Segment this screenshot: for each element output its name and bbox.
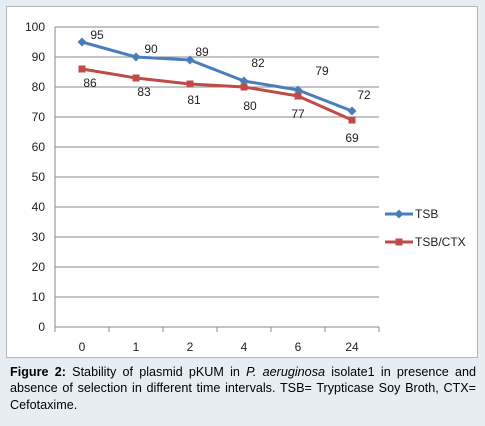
point-tsb-ctx-1	[132, 74, 140, 82]
point-tsb-24	[347, 106, 357, 116]
legend-marker-tsb	[394, 209, 404, 219]
figure-caption: Figure 2: Stability of plasmid pKUM in P…	[10, 364, 476, 413]
x-tick-label-4: 4	[241, 340, 248, 354]
point-tsb-0	[77, 37, 87, 47]
data-label-tsb-0: 95	[90, 28, 104, 42]
caption-text-1: Stability of plasmid pKUM in	[65, 365, 247, 379]
point-tsb-ctx-6	[294, 92, 302, 100]
point-tsb-1	[131, 52, 141, 62]
caption-label: Figure 2:	[10, 365, 66, 379]
data-label-tsb-1: 90	[144, 42, 158, 56]
x-tick-label-1: 1	[133, 340, 140, 354]
point-tsb-ctx-2	[186, 80, 194, 88]
y-tick-label-10: 10	[32, 290, 46, 304]
y-tick-label-0: 0	[38, 320, 45, 334]
y-tick-label-20: 20	[32, 260, 46, 274]
data-label-tsb-ctx-24: 69	[345, 131, 359, 145]
caption-text-2: isolate1 in presence and absence of sele…	[10, 365, 476, 412]
y-tick-label-50: 50	[32, 170, 46, 184]
data-label-tsb-4: 82	[251, 56, 265, 70]
y-tick-label-70: 70	[32, 110, 46, 124]
x-tick-label-2: 2	[187, 340, 194, 354]
legend-label-tsb-ctx: TSB/CTX	[415, 235, 466, 249]
point-tsb-ctx-4	[240, 83, 248, 91]
series-line-tsb-ctx	[81, 67, 353, 122]
legend-label-tsb: TSB	[415, 207, 438, 221]
x-tick-label-24: 24	[345, 340, 359, 354]
y-tick-label-100: 100	[25, 20, 45, 34]
y-tick-label-30: 30	[32, 230, 46, 244]
y-tick-label-80: 80	[32, 80, 46, 94]
point-tsb-4	[239, 76, 249, 86]
data-label-tsb-ctx-4: 80	[243, 99, 257, 113]
point-tsb-ctx-0	[78, 65, 86, 73]
data-label-tsb-ctx-2: 81	[187, 93, 201, 107]
point-tsb-6	[293, 85, 303, 95]
point-tsb-ctx-24	[348, 116, 356, 124]
data-label-tsb-ctx-6: 77	[291, 107, 305, 121]
y-tick-label-90: 90	[32, 50, 46, 64]
y-tick-label-60: 60	[32, 140, 46, 154]
data-label-tsb-24: 72	[357, 88, 371, 102]
caption-species: P. aeruginosa	[246, 365, 325, 379]
data-label-tsb-ctx-1: 83	[137, 85, 151, 99]
x-tick-label-0: 0	[79, 340, 86, 354]
data-label-tsb-6: 79	[315, 64, 329, 78]
y-tick-label-40: 40	[32, 200, 46, 214]
point-tsb-2	[185, 55, 195, 65]
series-line-tsb	[81, 40, 353, 113]
data-label-tsb-2: 89	[195, 45, 209, 59]
chart-frame: 0 10 20 30 40 50 60 70 80 90 100 0 1 2 4 6 24 95 90 89 82 79 7…	[6, 6, 478, 358]
x-tick-label-6: 6	[295, 340, 302, 354]
legend-marker-tsb-ctx	[395, 238, 403, 246]
data-label-tsb-ctx-0: 86	[83, 76, 97, 90]
